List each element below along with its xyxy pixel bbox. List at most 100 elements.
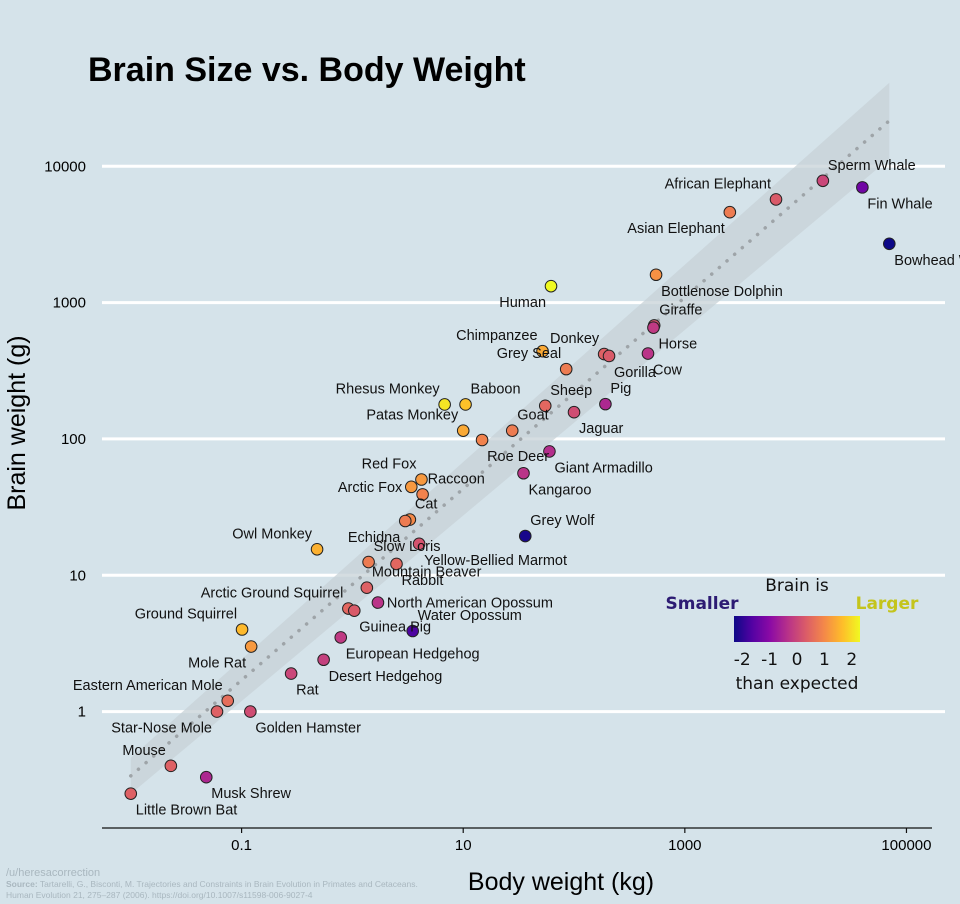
- data-point: [856, 181, 869, 194]
- legend-low-label: Smaller: [666, 594, 740, 614]
- data-point: [398, 514, 412, 528]
- legend-ticks: -2 -1 0 1 2: [734, 650, 857, 670]
- point-label: North American Opossum: [387, 596, 553, 612]
- data-point: [404, 480, 418, 494]
- data-points: [124, 174, 896, 800]
- data-point: [310, 543, 324, 556]
- data-point: [124, 787, 138, 800]
- point-label: Echidna: [348, 530, 401, 546]
- legend-colorbar: [734, 616, 860, 642]
- chart-title: Brain Size vs. Body Weight: [88, 51, 526, 89]
- point-label: African Elephant: [665, 176, 771, 192]
- color-legend: Brain is Smaller Larger -2 -1 0 1 2 than exp…: [666, 576, 919, 694]
- point-label: Sperm Whale: [828, 158, 916, 174]
- source-label: Source:: [6, 879, 38, 889]
- data-point: [599, 397, 612, 411]
- data-point: [360, 581, 374, 595]
- data-point: [221, 694, 235, 708]
- point-label: Rhesus Monkey: [336, 381, 441, 397]
- data-point: [505, 424, 519, 437]
- x-tick-label: 10: [455, 837, 472, 854]
- y-tick-label: 10000: [44, 158, 86, 175]
- data-point: [412, 537, 426, 551]
- point-label: Arctic Ground Squirrel: [201, 586, 344, 602]
- point-label: Guinea Pig: [359, 620, 431, 636]
- data-point: [544, 279, 558, 293]
- data-point: [567, 405, 581, 419]
- data-point: [334, 631, 348, 644]
- data-labels: Sperm Whale Fin Whale African Elephant Asia…: [73, 158, 960, 819]
- data-point: [438, 398, 451, 411]
- legend-title: Brain is: [765, 576, 829, 596]
- point-label: Raccoon: [428, 471, 485, 487]
- data-point: [362, 555, 375, 569]
- point-label: Jaguar: [579, 421, 624, 437]
- data-point: [415, 473, 428, 486]
- point-label: Giraffe: [659, 302, 702, 318]
- point-label: Bowhead Whale: [894, 253, 960, 269]
- point-label: Musk Shrew: [211, 786, 291, 802]
- point-label: Ground Squirrel: [135, 607, 237, 623]
- data-point: [390, 557, 403, 571]
- point-label: Chimpanzee: [456, 328, 537, 344]
- x-axis-label: Body weight (kg): [468, 868, 654, 896]
- point-label: Cow: [653, 363, 683, 379]
- data-point: [816, 174, 830, 188]
- x-ticks: 0.1 10 1000 100000: [231, 828, 931, 854]
- data-point: [235, 623, 249, 636]
- data-point: [649, 268, 663, 282]
- point-label: Mountain Beaver: [372, 565, 482, 581]
- point-label: Eastern American Mole: [73, 678, 223, 694]
- legend-tick-label: -1: [761, 650, 778, 670]
- data-point: [518, 529, 532, 543]
- y-tick-label: 1000: [53, 295, 86, 312]
- point-label: Grey Seal: [497, 346, 561, 362]
- legend-tick-label: 0: [792, 650, 803, 670]
- point-label: Gorilla: [614, 365, 657, 381]
- legend-tick-label: -2: [734, 650, 751, 670]
- legend-tick-label: 1: [819, 650, 830, 670]
- point-label: Little Brown Bat: [136, 803, 238, 819]
- point-label: Golden Hamster: [255, 721, 361, 737]
- point-label: Water Opossum: [418, 608, 522, 624]
- data-point: [543, 445, 556, 458]
- y-tick-label: 100: [61, 431, 86, 448]
- data-point: [559, 362, 573, 376]
- y-axis-label: Brain weight (g): [3, 335, 31, 510]
- point-label: Donkey: [550, 331, 600, 347]
- data-point: [459, 398, 472, 411]
- point-label: Asian Elephant: [627, 221, 725, 237]
- y-tick-label: 10: [69, 567, 86, 584]
- point-label: Cat: [415, 497, 438, 513]
- data-point: [347, 604, 361, 617]
- point-label: Giant Armadillo: [554, 460, 652, 476]
- x-tick-label: 100000: [881, 837, 931, 854]
- data-point: [475, 433, 489, 447]
- y-ticks: 1 10 100 1000 10000: [44, 158, 86, 720]
- data-point: [406, 624, 419, 638]
- data-point: [641, 347, 655, 360]
- point-label: Human: [499, 295, 546, 311]
- data-point: [882, 237, 896, 251]
- data-point: [769, 193, 783, 206]
- data-point: [244, 640, 258, 653]
- point-label: Rat: [296, 683, 319, 699]
- source-text: Tartarelli, G., Bisconti, M. Trajectorie…: [40, 879, 418, 889]
- point-label: Patas Monkey: [366, 408, 459, 424]
- point-label: Red Fox: [362, 456, 418, 472]
- data-point: [456, 424, 470, 437]
- data-point: [536, 344, 549, 358]
- data-point: [517, 466, 530, 480]
- point-label: Kangaroo: [529, 482, 592, 498]
- data-point: [416, 488, 429, 501]
- data-point: [284, 667, 298, 680]
- data-point: [602, 349, 616, 363]
- legend-subtitle: than expected: [736, 674, 859, 694]
- source-line: Source: Tartarelli, G., Bisconti, M. Tra…: [6, 879, 418, 889]
- data-point: [723, 205, 737, 219]
- point-label: Goat: [517, 408, 548, 424]
- point-label: Fin Whale: [867, 196, 932, 212]
- point-label: Sheep: [550, 383, 592, 399]
- point-label: Desert Hedgehog: [329, 669, 443, 685]
